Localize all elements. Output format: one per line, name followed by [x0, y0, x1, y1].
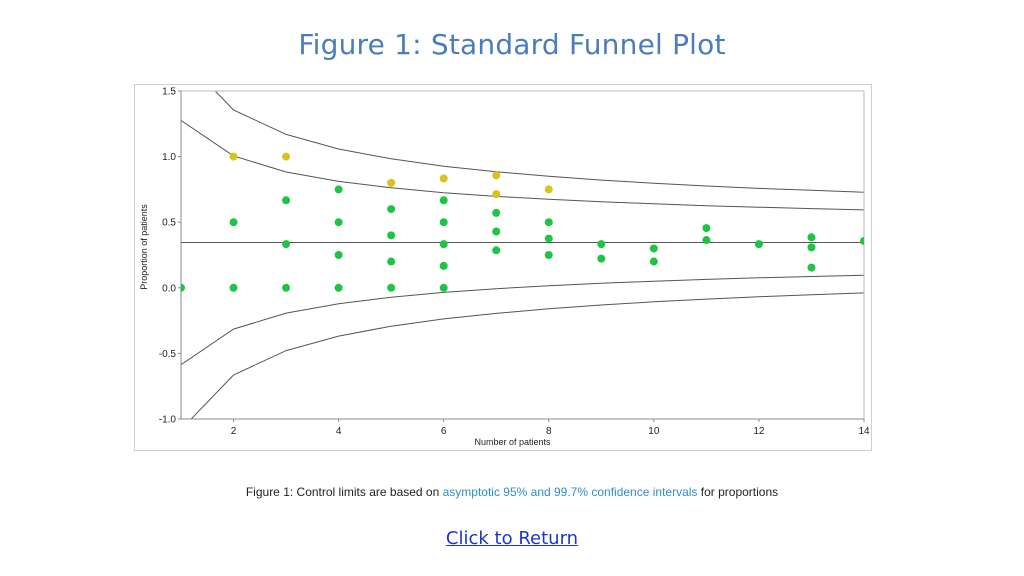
- x-axis-title: Number of patients: [474, 437, 551, 447]
- x-tick-label: 4: [336, 426, 342, 437]
- funnel-plot: 1.5 1.0 0.5 0.0 -0.5 -1.0 2 4 6 8 10 12 14 Number of…: [134, 84, 872, 451]
- data-point-within-limits: [439, 261, 448, 270]
- y-tick-label: -0.5: [159, 349, 177, 360]
- data-point-outside-limits: [439, 174, 448, 183]
- data-point-within-limits: [282, 196, 291, 205]
- y-tick-label: 0.5: [162, 218, 176, 229]
- data-point-within-limits: [702, 224, 711, 233]
- inner-lower-limit-line: [181, 274, 864, 366]
- data-point-within-limits: [544, 234, 553, 243]
- data-point-within-limits: [807, 263, 816, 272]
- page-title: Figure 1: Standard Funnel Plot: [298, 28, 726, 61]
- x-tick-label: 12: [753, 426, 765, 437]
- caption-suffix: for proportions: [697, 485, 779, 499]
- data-point-outside-limits: [282, 152, 291, 161]
- control-limits: [181, 91, 864, 419]
- funnel-plot-svg: 1.5 1.0 0.5 0.0 -0.5 -1.0 2 4 6 8 10 12 14 Number of…: [139, 87, 870, 448]
- y-tick-label: 1.0: [162, 152, 176, 163]
- x-tick-label: 6: [441, 426, 447, 437]
- data-point-within-limits: [387, 231, 396, 240]
- return-link[interactable]: Click to Return: [445, 528, 579, 549]
- data-point-within-limits: [754, 240, 763, 249]
- data-point-within-limits: [807, 233, 816, 242]
- data-point-within-limits: [492, 227, 501, 236]
- caption-link-text: asymptotic 95% and 99.7% confidence inte…: [442, 485, 698, 499]
- data-point-within-limits: [387, 205, 396, 214]
- data-point-outside-limits: [492, 190, 501, 199]
- data-point-within-limits: [860, 236, 864, 245]
- y-tick-label: -1.0: [159, 415, 177, 426]
- data-point-within-limits: [492, 246, 501, 255]
- data-point-within-limits: [807, 243, 816, 252]
- data-point-within-limits: [334, 283, 343, 292]
- x-tick-label: 2: [231, 426, 237, 437]
- axes: 1.5 1.0 0.5 0.0 -0.5 -1.0 2 4 6 8 10 12 14: [159, 87, 870, 438]
- data-point-outside-limits: [544, 185, 553, 194]
- outer-lower-limit-line: [190, 292, 864, 419]
- data-point-within-limits: [334, 218, 343, 227]
- data-point-within-limits: [544, 251, 553, 259]
- data-point-within-limits: [439, 283, 448, 292]
- y-axis-title: Proportion of patients: [139, 204, 149, 290]
- data-point-within-limits: [181, 283, 185, 292]
- data-point-within-limits: [597, 254, 606, 263]
- data-point-within-limits: [649, 257, 658, 266]
- data-point-within-limits: [334, 185, 343, 194]
- outer-upper-limit-line: [214, 91, 864, 193]
- x-tick-label: 14: [858, 426, 870, 437]
- data-points: [181, 152, 864, 292]
- data-point-within-limits: [229, 218, 238, 227]
- data-point-within-limits: [544, 218, 553, 227]
- data-point-within-limits: [649, 244, 658, 253]
- data-point-within-limits: [439, 218, 448, 227]
- data-point-within-limits: [387, 283, 396, 292]
- caption-prefix: Figure 1: Control limits are based on: [245, 485, 443, 499]
- data-point-within-limits: [439, 240, 448, 249]
- data-point-within-limits: [597, 240, 606, 249]
- figure-caption: Figure 1: Control limits are based on as…: [0, 485, 1024, 499]
- data-point-within-limits: [282, 240, 291, 249]
- data-point-outside-limits: [229, 152, 238, 161]
- data-point-within-limits: [334, 251, 343, 259]
- inner-upper-limit-line: [181, 119, 864, 211]
- data-point-within-limits: [387, 257, 396, 266]
- y-tick-label: 1.5: [162, 87, 176, 98]
- data-point-within-limits: [702, 236, 711, 245]
- data-point-within-limits: [282, 283, 291, 292]
- data-point-within-limits: [439, 196, 448, 205]
- data-point-within-limits: [229, 283, 238, 292]
- x-tick-label: 10: [648, 426, 660, 437]
- y-tick-label: 0.0: [162, 283, 176, 294]
- x-tick-label: 8: [546, 426, 552, 437]
- data-point-within-limits: [492, 208, 501, 217]
- data-point-outside-limits: [492, 171, 501, 180]
- data-point-outside-limits: [387, 178, 396, 187]
